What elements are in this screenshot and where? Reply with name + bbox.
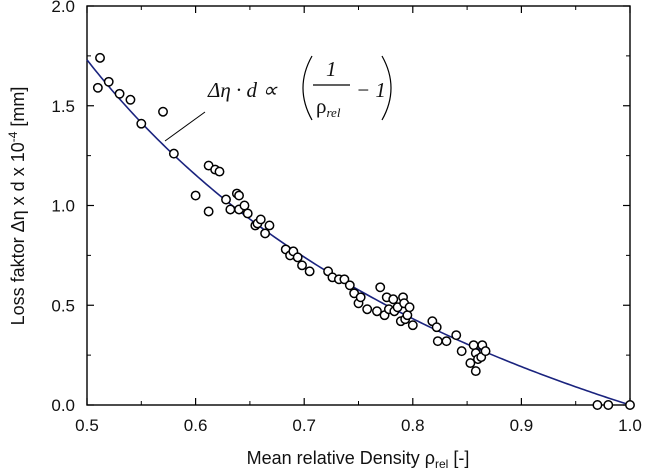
data-point (625, 400, 635, 410)
data-point (407, 320, 418, 331)
data-point (225, 204, 236, 215)
data-point (125, 94, 136, 105)
data-point (465, 358, 476, 369)
data-points (92, 52, 635, 410)
y-axis-title-sup: -4 (6, 131, 20, 142)
formula-denominator-sub: rel (326, 105, 340, 120)
fit-curve (86, 59, 631, 406)
data-point (480, 346, 491, 357)
data-point (95, 52, 105, 63)
y-tick-label: 1.5 (51, 97, 75, 116)
y-tick-label: 2.0 (51, 0, 75, 16)
data-point (402, 310, 413, 321)
data-point (114, 88, 125, 99)
data-point (158, 106, 168, 117)
annotation-leader-line (164, 111, 206, 142)
x-tick-label: 0.7 (292, 416, 316, 435)
data-point (451, 330, 462, 341)
y-tick-label: 1.0 (51, 197, 75, 216)
data-point (242, 208, 253, 219)
x-axis-title-suffix: [-] (448, 448, 469, 468)
data-point (592, 400, 603, 410)
x-axis-title: Mean relative Density ρrel [-] (247, 448, 470, 470)
formula-left-paren (302, 55, 313, 121)
data-point (339, 274, 350, 285)
plot-area (86, 5, 631, 406)
data-point (431, 322, 442, 333)
y-tick-label: 0.5 (51, 296, 75, 315)
data-point (168, 148, 179, 159)
data-point (603, 400, 614, 410)
plot-frame (86, 5, 631, 406)
data-point (470, 366, 481, 377)
annotation-formula: Δη · d ∝ 1 ρrel − 1 (207, 55, 392, 121)
data-point (190, 190, 201, 201)
x-tick-label: 1.0 (618, 416, 642, 435)
data-point (355, 292, 366, 303)
data-point (92, 82, 103, 93)
x-tick-label: 0.8 (401, 416, 425, 435)
data-point (441, 336, 452, 347)
data-point (214, 166, 225, 177)
data-point (362, 304, 373, 315)
data-point (404, 302, 415, 313)
formula-right-paren (381, 55, 392, 121)
data-point (103, 76, 114, 87)
x-axis-title-symbol: ρ (425, 448, 435, 468)
data-point (234, 190, 244, 201)
data-point (372, 306, 382, 317)
tick-labels: 0.5 0.6 0.7 0.8 0.9 1.00.00.51.01.52.0 (51, 0, 641, 435)
y-axis-title-suffix: [mm] (8, 87, 28, 132)
data-point (292, 252, 303, 263)
data-point (375, 282, 386, 293)
data-point (388, 294, 399, 305)
data-point (456, 346, 467, 357)
data-point (468, 340, 479, 351)
x-axis-title-main: Mean relative Density (247, 448, 425, 468)
data-point (304, 266, 315, 277)
data-point (239, 200, 250, 211)
data-point (260, 228, 271, 239)
data-point (203, 206, 214, 217)
data-point (255, 214, 266, 225)
data-point (264, 220, 275, 231)
x-tick-label: 0.5 (75, 416, 99, 435)
formula-denominator: ρrel (316, 94, 341, 120)
formula-lhs: Δη · d ∝ (207, 78, 278, 102)
formula-minus-one: − 1 (356, 78, 386, 102)
formula-denominator-symbol: ρ (316, 94, 326, 118)
data-point (432, 336, 443, 347)
data-point (297, 260, 307, 271)
axis-ticks (86, 5, 631, 406)
data-point (344, 280, 355, 291)
y-tick-label: 0.0 (51, 396, 75, 415)
x-tick-label: 0.9 (510, 416, 534, 435)
data-point (136, 118, 147, 129)
x-tick-label: 0.6 (184, 416, 208, 435)
x-axis-title-sub: rel (435, 457, 448, 470)
data-point (221, 194, 231, 205)
y-axis-title-main: Loss faktor Δη x d x 10 (8, 142, 28, 325)
fit-curve-layer (86, 59, 631, 406)
y-axis-title: Loss faktor Δη x d x 10-4 [mm] (6, 87, 28, 326)
formula-numerator: 1 (326, 57, 337, 81)
